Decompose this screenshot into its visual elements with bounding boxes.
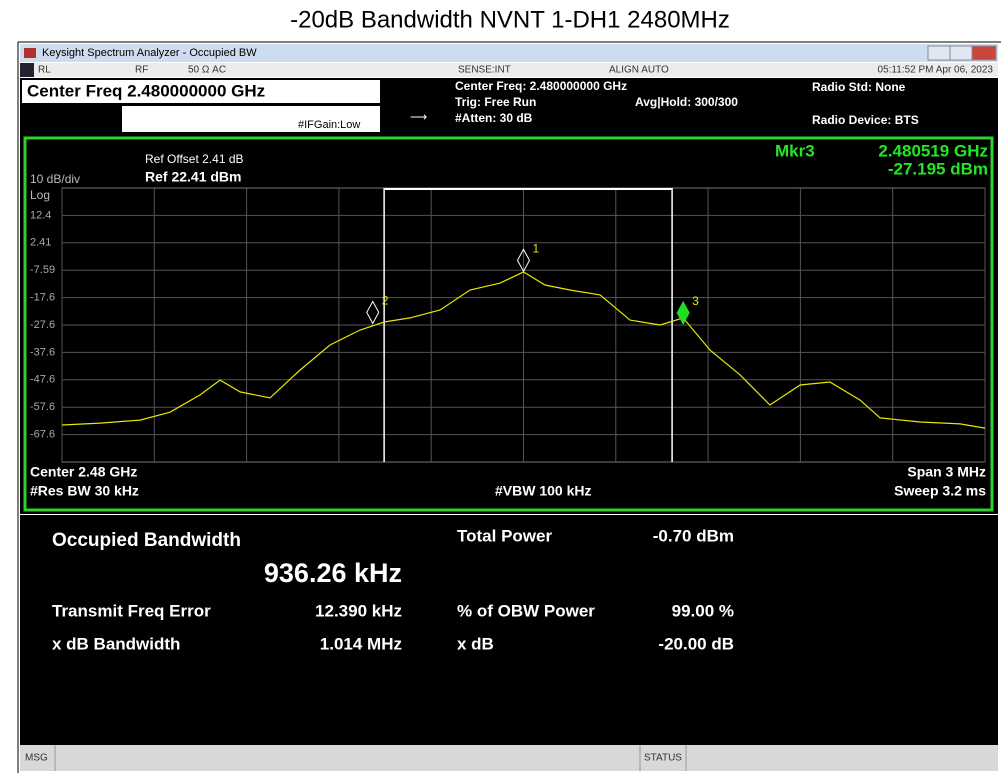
total-power-value: -0.70 dBm xyxy=(653,526,734,545)
marker xyxy=(676,300,690,325)
ref-level: Ref 22.41 dBm xyxy=(145,169,241,185)
status-rl: RL xyxy=(38,65,51,76)
radio-std: Radio Std: None xyxy=(812,80,906,94)
status-row xyxy=(20,63,998,77)
info-center-freq: Center Freq: 2.480000000 GHz xyxy=(455,79,627,93)
marker xyxy=(516,248,531,273)
xdb-bw-label: x dB Bandwidth xyxy=(52,634,180,653)
close-button[interactable] xyxy=(971,45,997,61)
footer-rbw: #Res BW 30 kHz xyxy=(30,483,139,499)
marker-label: 3 xyxy=(692,294,699,308)
marker xyxy=(366,300,380,325)
graph-border xyxy=(23,136,994,512)
app-icon xyxy=(24,48,36,58)
y-tick-label: -27.6 xyxy=(30,319,55,331)
status-sense: SENSE:INT xyxy=(458,65,511,76)
info-trig: Trig: Free Run xyxy=(455,95,536,109)
marker-label: 2 xyxy=(382,294,389,308)
marker-readout-label: Mkr3 xyxy=(775,141,815,160)
y-tick-label: -57.6 xyxy=(30,401,55,413)
center-freq-box[interactable] xyxy=(22,80,380,103)
xdb-value: -20.00 dB xyxy=(658,634,734,653)
freq-error-label: Transmit Freq Error xyxy=(52,601,211,620)
scale: 10 dB/div xyxy=(30,172,80,186)
total-power-label: Total Power xyxy=(457,526,552,545)
results-panel xyxy=(20,515,998,745)
arrow-icon: ⟶ xyxy=(410,110,427,124)
window-title-bar xyxy=(20,44,998,62)
freq-error-value: 12.390 kHz xyxy=(315,601,402,620)
info-atten: #Atten: 30 dB xyxy=(455,111,533,125)
xdb-label: x dB xyxy=(457,634,494,653)
center-freq-bar: Center Freq 2.480000000 GHz xyxy=(27,81,265,100)
y-tick-label: -67.6 xyxy=(30,429,55,441)
status-rf: RF xyxy=(135,65,148,76)
page-title: -20dB Bandwidth NVNT 1-DH1 2480MHz xyxy=(290,6,730,33)
scale-type: Log xyxy=(30,188,50,202)
graph-background xyxy=(20,134,998,514)
lxi-icon xyxy=(20,63,34,77)
ref-offset: Ref Offset 2.41 dB xyxy=(145,152,244,166)
footer-vbw: #VBW 100 kHz xyxy=(495,483,591,499)
y-tick-label: -47.6 xyxy=(30,374,55,386)
input-box xyxy=(122,106,380,132)
window-title: Keysight Spectrum Analyzer - Occupied BW xyxy=(42,47,257,59)
xdb-bw-value: 1.014 MHz xyxy=(320,634,402,653)
status-bar xyxy=(20,745,998,771)
y-tick-label: -7.59 xyxy=(30,264,55,276)
y-tick-label: -17.6 xyxy=(30,292,55,304)
if-gain: #IFGain:Low xyxy=(298,119,360,131)
footer-center: Center 2.48 GHz xyxy=(30,464,137,480)
maximize-button[interactable] xyxy=(949,45,973,61)
minimize-button[interactable] xyxy=(927,45,951,61)
y-tick-label: 12.4 xyxy=(30,209,51,221)
status-status: STATUS xyxy=(644,753,682,764)
marker-readout-level: -27.195 dBm xyxy=(888,159,988,178)
status-time: 05:11:52 PM Apr 06, 2023 xyxy=(878,65,994,76)
obw-value: 936.26 kHz xyxy=(264,558,402,588)
status-msg: MSG xyxy=(25,753,48,764)
obw-power-label: % of OBW Power xyxy=(457,601,595,620)
footer-sweep: Sweep 3.2 ms xyxy=(894,483,986,499)
y-tick-label: -37.6 xyxy=(30,346,55,358)
results-heading: Occupied Bandwidth xyxy=(52,530,241,551)
marker-label: 1 xyxy=(533,241,540,255)
info-avg-hold: Avg|Hold: 300/300 xyxy=(635,95,738,109)
status-align: ALIGN AUTO xyxy=(609,65,669,76)
marker-readout-freq: 2.480519 GHz xyxy=(878,141,988,160)
y-tick-label: 2.41 xyxy=(30,237,51,249)
obw-power-value: 99.00 % xyxy=(672,601,734,620)
status-impedance: 50 Ω AC xyxy=(188,65,226,76)
radio-device: Radio Device: BTS xyxy=(812,113,919,127)
footer-span: Span 3 MHz xyxy=(907,464,986,480)
